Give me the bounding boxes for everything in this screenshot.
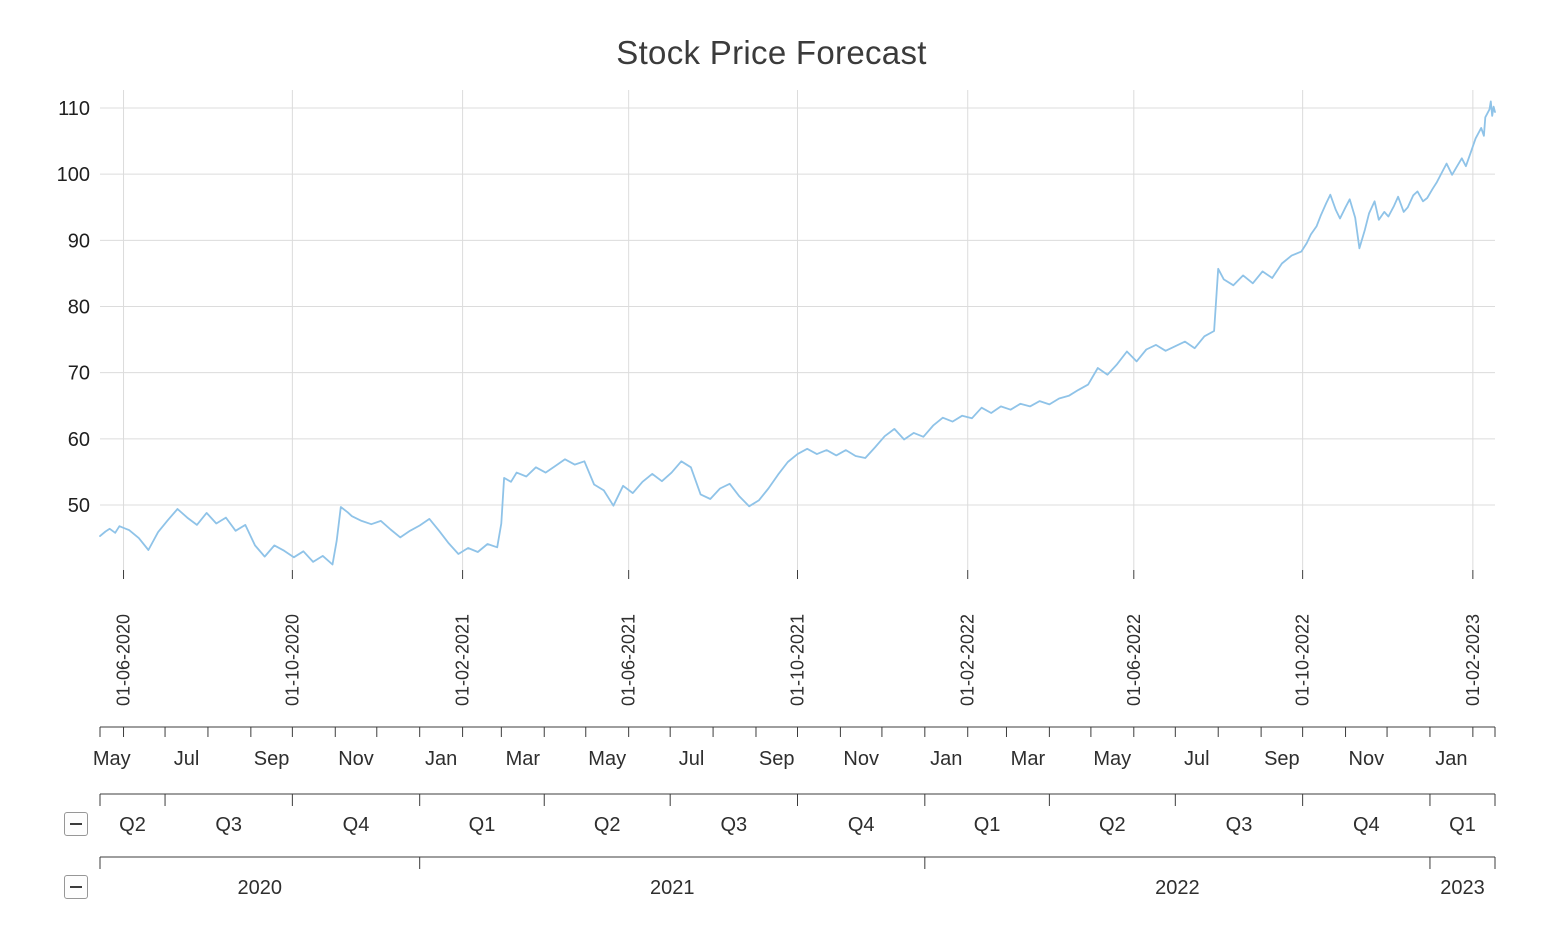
quarter-axis-label: Q4 (343, 814, 370, 836)
date-axis-label: 01-02-2022 (958, 614, 978, 706)
date-axis-label: 01-06-2020 (114, 614, 134, 706)
y-axis-label: 100 (57, 164, 90, 186)
year-axis-label: 2021 (650, 877, 695, 899)
month-axis-label: Jan (930, 748, 962, 770)
month-axis-label: May (93, 748, 131, 770)
month-axis-label: Sep (1264, 748, 1300, 770)
quarter-axis-label: Q1 (974, 814, 1001, 836)
month-axis-label: Jan (1435, 748, 1467, 770)
month-axis-label: Jan (425, 748, 457, 770)
month-axis-label: Nov (1349, 748, 1385, 770)
chart-title: Stock Price Forecast (616, 34, 927, 71)
date-axis-label: 01-10-2021 (788, 614, 808, 706)
quarter-axis-label: Q3 (215, 814, 242, 836)
quarter-axis-label: Q2 (119, 814, 146, 836)
date-axis-label: 01-10-2020 (282, 614, 302, 706)
month-axis-label: Nov (843, 748, 879, 770)
date-axis-label: 01-02-2021 (453, 614, 473, 706)
collapse-quarter-axis-button[interactable] (64, 812, 88, 836)
quarter-axis-label: Q4 (848, 814, 875, 836)
year-axis-label: 2022 (1155, 877, 1200, 899)
quarter-axis-label: Q3 (1226, 814, 1253, 836)
year-axis-label: 2023 (1440, 877, 1485, 899)
quarter-axis-label: Q2 (594, 814, 621, 836)
y-axis-label: 50 (68, 495, 90, 517)
month-axis-label: Jul (1184, 748, 1210, 770)
collapse-year-axis-button[interactable] (64, 875, 88, 899)
date-axis-label: 01-06-2021 (619, 614, 639, 706)
y-axis-label: 110 (58, 98, 90, 120)
month-axis-label: Jul (679, 748, 705, 770)
quarter-axis-label: Q1 (1449, 814, 1476, 836)
date-axis-label: 01-06-2022 (1124, 614, 1144, 706)
month-axis-label: Sep (759, 748, 795, 770)
month-axis-label: Nov (338, 748, 374, 770)
date-axis-label: 01-02-2023 (1463, 614, 1483, 706)
month-axis-label: May (1093, 748, 1131, 770)
y-axis-label: 60 (68, 429, 90, 451)
month-axis-label: May (588, 748, 626, 770)
month-axis-label: Mar (506, 748, 541, 770)
price-line-series (99, 100, 1496, 566)
date-axis-label: 01-10-2022 (1293, 614, 1313, 706)
minus-icon (70, 886, 82, 888)
month-axis-label: Sep (254, 748, 290, 770)
minus-icon (70, 823, 82, 825)
y-axis-label: 80 (68, 297, 90, 319)
y-axis-label: 90 (68, 230, 90, 252)
month-axis-label: Mar (1011, 748, 1046, 770)
quarter-axis-label: Q4 (1353, 814, 1380, 836)
quarter-axis-label: Q1 (469, 814, 496, 836)
year-axis-label: 2020 (238, 877, 283, 899)
y-axis-label: 70 (68, 363, 90, 385)
month-axis-label: Jul (174, 748, 200, 770)
quarter-axis-label: Q3 (720, 814, 747, 836)
quarter-axis-label: Q2 (1099, 814, 1126, 836)
